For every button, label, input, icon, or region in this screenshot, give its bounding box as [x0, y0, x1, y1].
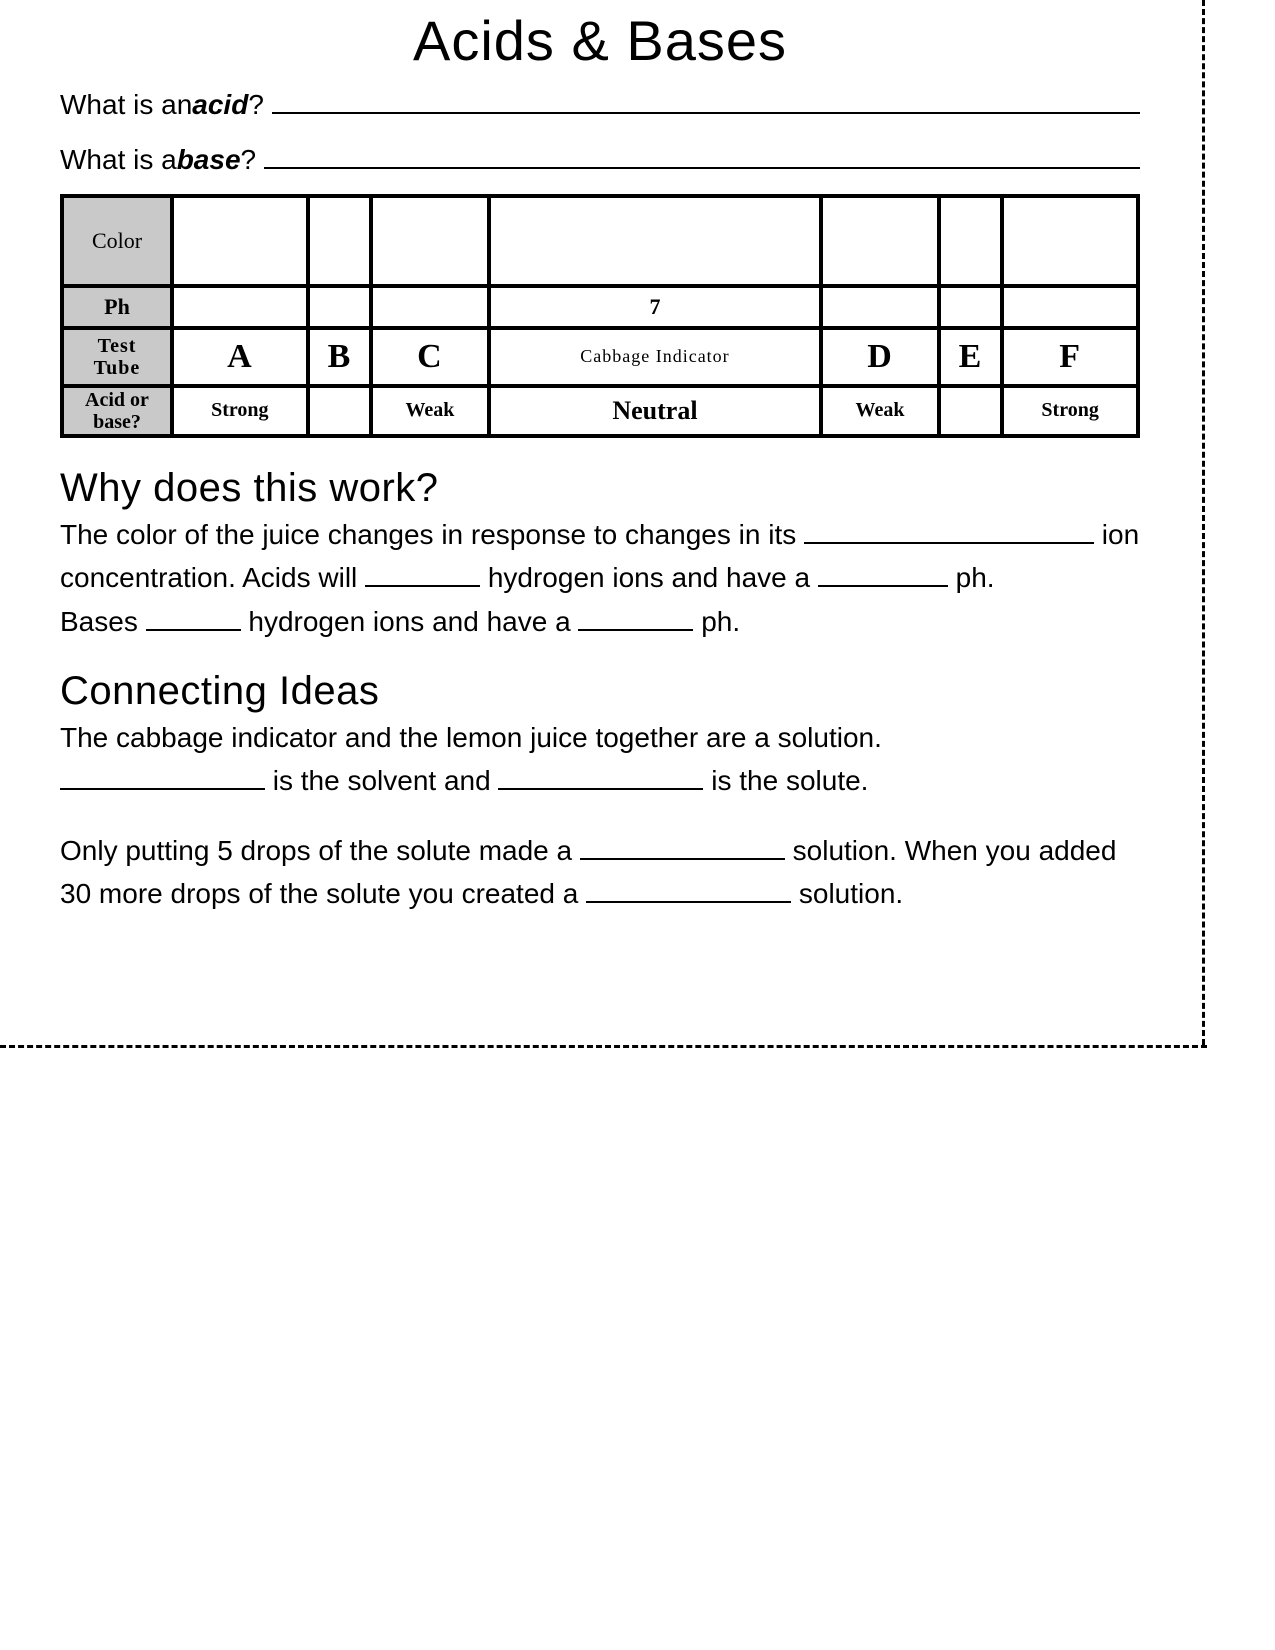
ph-cell[interactable]	[821, 286, 938, 328]
rowheader-acidbase-l2: base?	[93, 411, 141, 433]
acidbase-cell: Strong	[172, 386, 308, 436]
ph-table: Color Ph 7 Test	[60, 194, 1140, 438]
ph-cell[interactable]	[939, 286, 1003, 328]
ph-cell[interactable]	[172, 286, 308, 328]
acidbase-cell[interactable]	[939, 386, 1003, 436]
fill-blank[interactable]	[578, 603, 693, 631]
acidbase-cell-neutral: Neutral	[489, 386, 822, 436]
color-cell[interactable]	[308, 196, 372, 286]
fill-blank[interactable]	[60, 762, 265, 790]
section-heading-connecting: Connecting Ideas	[60, 669, 1140, 714]
rowheader-testtube-l2: Tube	[94, 357, 141, 379]
color-cell[interactable]	[939, 196, 1003, 286]
section-connecting-paragraph-1: The cabbage indicator and the lemon juic…	[60, 716, 1140, 803]
text: ph.	[956, 562, 995, 593]
text: The cabbage indicator and the lemon juic…	[60, 722, 882, 753]
text: is the solute.	[711, 765, 868, 796]
fill-blank[interactable]	[818, 559, 948, 587]
acidbase-cell: Weak	[371, 386, 488, 436]
question-base: What is a base ?	[60, 139, 1140, 175]
section-connecting-paragraph-2: Only putting 5 drops of the solute made …	[60, 829, 1140, 916]
fill-blank[interactable]	[365, 559, 480, 587]
question-base-term: base	[177, 144, 241, 176]
question-acid-term: acid	[192, 89, 248, 121]
ph-cell[interactable]	[1002, 286, 1138, 328]
color-cell[interactable]	[821, 196, 938, 286]
text: hydrogen ions and have a	[488, 562, 818, 593]
rowheader-testtube: Test Tube	[62, 328, 172, 386]
fill-blank[interactable]	[146, 603, 241, 631]
rowheader-color: Color	[62, 196, 172, 286]
question-acid-prefix: What is an	[60, 89, 192, 121]
question-acid: What is an acid ?	[60, 85, 1140, 121]
question-mark: ?	[248, 89, 264, 121]
acidbase-cell: Strong	[1002, 386, 1138, 436]
answer-blank-base[interactable]	[264, 139, 1140, 168]
text: Only putting 5 drops of the solute made …	[60, 835, 580, 866]
section-why-paragraph: The color of the juice changes in respon…	[60, 513, 1140, 643]
section-heading-why: Why does this work?	[60, 466, 1140, 511]
fill-blank[interactable]	[804, 516, 1094, 544]
fill-blank[interactable]	[498, 762, 703, 790]
question-base-prefix: What is a	[60, 144, 177, 176]
tube-cell: A	[172, 328, 308, 386]
page-title: Acids & Bases	[60, 8, 1140, 73]
answer-blank-acid[interactable]	[272, 85, 1140, 114]
text: is the solvent and	[273, 765, 499, 796]
ph-cell[interactable]	[371, 286, 488, 328]
color-cell[interactable]	[489, 196, 822, 286]
acidbase-cell[interactable]	[308, 386, 372, 436]
text: Bases	[60, 606, 146, 637]
worksheet-content: Acids & Bases What is an acid ? What is …	[60, 0, 1140, 942]
text: hydrogen ions and have a	[248, 606, 578, 637]
ph-cell: 7	[489, 286, 822, 328]
table-row-testtube: Test Tube A B C Cabbage Indicator D E F	[62, 328, 1138, 386]
fill-blank[interactable]	[586, 875, 791, 903]
question-mark: ?	[241, 144, 257, 176]
rowheader-testtube-l1: Test	[98, 335, 137, 357]
tube-cell: C	[371, 328, 488, 386]
color-cell[interactable]	[1002, 196, 1138, 286]
cut-line-vertical	[1202, 0, 1205, 1045]
tube-cell: E	[939, 328, 1003, 386]
acidbase-cell: Weak	[821, 386, 938, 436]
color-cell[interactable]	[371, 196, 488, 286]
rowheader-ph: Ph	[62, 286, 172, 328]
cut-line-horizontal	[0, 1045, 1207, 1048]
tube-cell-indicator: Cabbage Indicator	[489, 328, 822, 386]
table-row-acidbase: Acid or base? Strong Weak Neutral Weak S…	[62, 386, 1138, 436]
table-row-color: Color	[62, 196, 1138, 286]
text: ph.	[701, 606, 740, 637]
tube-cell: B	[308, 328, 372, 386]
text: solution.	[799, 878, 903, 909]
ph-cell[interactable]	[308, 286, 372, 328]
tube-cell: D	[821, 328, 938, 386]
color-cell[interactable]	[172, 196, 308, 286]
text: The color of the juice changes in respon…	[60, 519, 804, 550]
rowheader-acidbase: Acid or base?	[62, 386, 172, 436]
rowheader-acidbase-l1: Acid or	[85, 389, 149, 411]
fill-blank[interactable]	[580, 832, 785, 860]
tube-cell: F	[1002, 328, 1138, 386]
worksheet-page: Acids & Bases What is an acid ? What is …	[0, 0, 1275, 1650]
table-row-ph: Ph 7	[62, 286, 1138, 328]
